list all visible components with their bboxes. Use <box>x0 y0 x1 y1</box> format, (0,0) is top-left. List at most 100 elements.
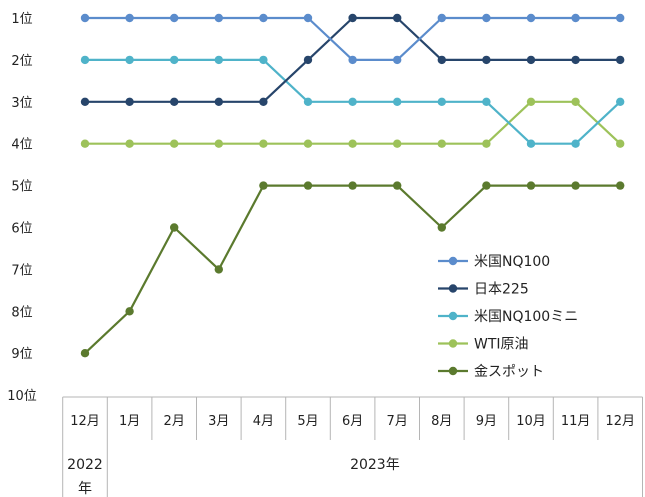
data-point <box>616 13 625 23</box>
data-point <box>437 139 446 148</box>
data-point <box>348 55 357 65</box>
data-point <box>616 181 625 190</box>
data-point <box>571 55 580 65</box>
x-tick-label: 5月 <box>297 414 318 429</box>
data-point <box>348 97 357 107</box>
data-point <box>482 139 491 148</box>
data-point <box>80 139 90 148</box>
series-line <box>85 16 621 62</box>
legend-marker <box>448 339 458 348</box>
x-tick-label: 11月 <box>561 414 591 429</box>
data-point <box>170 13 179 23</box>
y-tick-label: 7位 <box>11 263 32 278</box>
data-point <box>571 97 580 107</box>
data-point <box>482 97 491 107</box>
data-point <box>170 97 179 107</box>
x-tick-label: 3月 <box>208 414 229 429</box>
data-point <box>437 223 446 232</box>
data-point <box>303 13 313 23</box>
data-point <box>170 55 179 65</box>
legend-label: 米国NQ100ミニ <box>474 309 578 325</box>
data-point <box>482 181 491 190</box>
data-point <box>80 97 90 107</box>
data-point <box>259 97 268 107</box>
data-point <box>437 13 446 23</box>
data-point <box>259 13 268 23</box>
data-point <box>80 55 90 65</box>
data-point <box>526 139 536 148</box>
data-point <box>616 139 625 148</box>
year-group-label: 2023年 <box>350 457 400 473</box>
data-point <box>526 181 536 190</box>
data-point <box>303 181 313 190</box>
legend-marker <box>448 366 458 376</box>
data-point <box>571 13 580 23</box>
data-point <box>214 97 223 107</box>
legend-item: 金スポット <box>438 364 544 380</box>
legend-label: 米国NQ100 <box>474 254 550 270</box>
x-tick-label: 7月 <box>387 414 408 429</box>
legend-marker <box>448 311 458 321</box>
y-axis: 1位 2位 3位 4位 5位 6位 7位 8位 9位 10位 <box>7 12 37 404</box>
legend-item: 米国NQ100 <box>438 254 550 270</box>
data-point <box>348 139 357 148</box>
data-point <box>214 55 223 65</box>
y-tick-label: 8位 <box>11 305 32 320</box>
x-tick-label: 12月 <box>70 414 100 429</box>
data-point <box>348 181 357 190</box>
x-axis: 12月 1月 2月 3月 4月 5月 6月 7月 8月 9月 10月 11月 12月 2022 年 2023年 <box>62 396 643 497</box>
data-point <box>80 349 90 358</box>
y-tick-label: 4位 <box>11 138 32 153</box>
x-tick-label: 12月 <box>605 414 635 429</box>
y-tick-label: 9位 <box>11 347 32 362</box>
data-point <box>526 13 536 23</box>
data-point <box>125 55 134 65</box>
x-tick-label: 6月 <box>342 414 363 429</box>
legend-marker <box>448 284 458 293</box>
data-point <box>437 97 446 107</box>
legend-item: WTI原油 <box>438 337 529 353</box>
data-point <box>80 13 90 23</box>
data-point <box>393 97 402 107</box>
data-point <box>393 13 402 23</box>
data-point <box>616 97 625 107</box>
data-point <box>170 139 179 148</box>
data-point <box>125 13 134 23</box>
x-tick-label: 9月 <box>476 414 497 429</box>
series-group <box>80 13 625 107</box>
data-point <box>259 139 268 148</box>
data-point <box>393 139 402 148</box>
y-tick-label: 5位 <box>11 180 32 195</box>
series-group <box>80 55 625 148</box>
x-tick-label: 1月 <box>119 414 140 429</box>
y-tick-label: 2位 <box>11 54 32 69</box>
x-tick-label: 4月 <box>253 414 274 429</box>
data-point <box>170 223 179 232</box>
legend-label: 日本225 <box>474 282 529 298</box>
y-tick-label: 3位 <box>11 96 32 111</box>
x-tick-label: 8月 <box>431 414 452 429</box>
data-point <box>125 97 134 107</box>
legend-label: 金スポット <box>474 364 544 380</box>
y-tick-label: 1位 <box>11 12 32 27</box>
data-point <box>259 181 268 190</box>
data-point <box>571 181 580 190</box>
data-point <box>214 13 223 23</box>
data-point <box>571 139 580 148</box>
y-tick-label: 6位 <box>11 222 32 237</box>
data-point <box>526 55 536 65</box>
data-point <box>125 139 134 148</box>
year-group-label: 2022 <box>67 457 103 473</box>
data-point <box>393 181 402 190</box>
data-point <box>259 55 268 65</box>
data-point <box>616 55 625 65</box>
series-layer <box>80 13 625 358</box>
data-point <box>482 13 491 23</box>
data-point <box>214 265 223 274</box>
data-point <box>303 55 313 65</box>
data-point <box>348 13 357 23</box>
data-point <box>303 139 313 148</box>
data-point <box>303 97 313 107</box>
series-line <box>85 100 621 145</box>
